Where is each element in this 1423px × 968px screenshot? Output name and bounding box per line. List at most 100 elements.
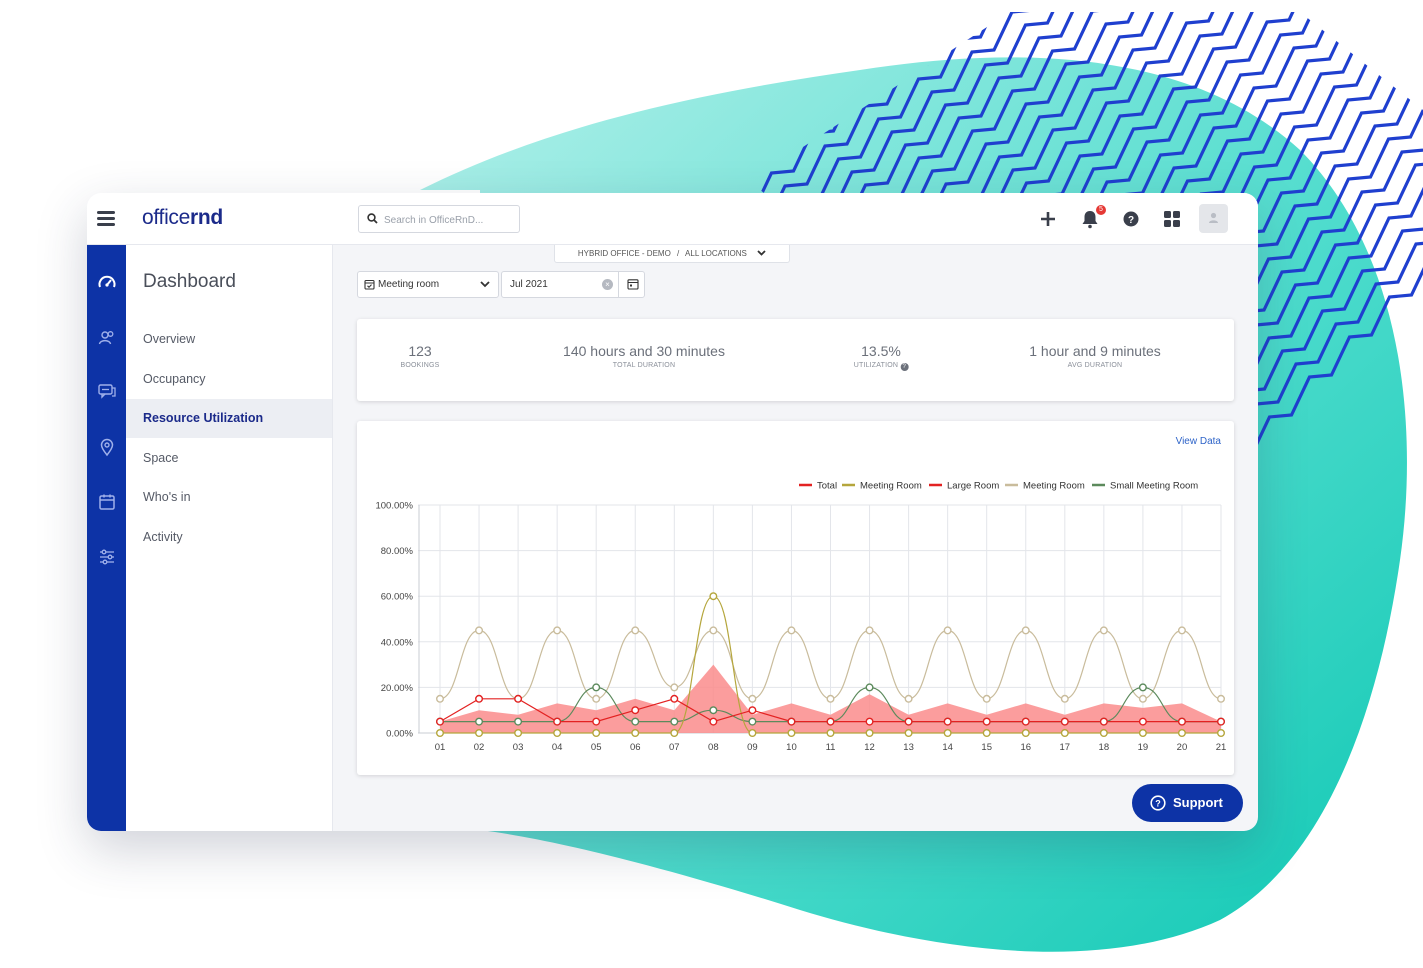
data-point — [670, 729, 679, 738]
help-icon[interactable]: ? — [1120, 208, 1142, 230]
calendar-icon[interactable] — [97, 492, 117, 512]
data-point — [904, 717, 913, 726]
data-point — [1138, 683, 1147, 692]
sidebar-item-label: Overview — [143, 332, 196, 346]
data-point — [748, 729, 757, 738]
sidebar-item-label: Who's in — [143, 490, 191, 504]
data-point — [435, 729, 444, 738]
help-icon[interactable]: ? — [900, 363, 909, 371]
data-point — [787, 717, 796, 726]
open-calendar-button[interactable] — [618, 271, 646, 298]
stat-value: 13.5% — [861, 343, 901, 359]
data-point — [1021, 729, 1030, 738]
stat-total-duration: 140 hours and 30 minutes TOTAL DURATION — [563, 343, 725, 369]
x-tick-label: 09 — [747, 742, 758, 753]
x-tick-label: 21 — [1216, 742, 1227, 753]
sidebar-item-activity[interactable]: Activity — [126, 518, 332, 557]
data-point — [631, 626, 640, 635]
data-point — [514, 729, 523, 738]
zigzag-line — [760, 12, 1187, 575]
apps-icon[interactable] — [1161, 208, 1183, 230]
data-point — [592, 694, 601, 703]
data-point — [982, 729, 991, 738]
sidebar-item-space[interactable]: Space — [126, 439, 332, 478]
top-bar: officernd 5 ? — [87, 193, 1258, 245]
data-point — [865, 683, 874, 692]
stats-summary: 123 BOOKINGS 140 hours and 30 minutes TO… — [357, 319, 1234, 401]
data-point — [1021, 717, 1030, 726]
x-tick-label: 12 — [864, 742, 875, 753]
location-scope: ALL LOCATIONS — [685, 249, 747, 258]
members-icon[interactable] — [97, 328, 117, 348]
search-input[interactable] — [384, 210, 514, 230]
settings-sliders-icon[interactable] — [97, 547, 117, 567]
resource-type-select[interactable]: Meeting room — [357, 271, 499, 298]
data-point — [475, 626, 484, 635]
location-selector[interactable]: HYBRID OFFICE - DEMO / ALL LOCATIONS — [554, 245, 790, 263]
search-box[interactable] — [358, 205, 520, 233]
data-point — [435, 694, 444, 703]
support-button[interactable]: ? Support — [1132, 784, 1243, 822]
data-point — [475, 694, 484, 703]
y-tick-label: 40.00% — [381, 637, 414, 648]
stat-label: BOOKINGS — [400, 362, 440, 369]
data-point — [1099, 729, 1108, 738]
data-point — [1060, 717, 1069, 726]
sidebar-item-resource-utilization[interactable]: Resource Utilization — [126, 399, 332, 438]
data-point — [865, 626, 874, 635]
data-point — [1177, 729, 1186, 738]
clear-icon[interactable]: × — [602, 279, 613, 290]
data-point — [982, 694, 991, 703]
sidebar-item-whos-in[interactable]: Who's in — [126, 478, 332, 517]
x-tick-label: 15 — [981, 742, 992, 753]
data-point — [592, 683, 601, 692]
view-data-link[interactable]: View Data — [1175, 436, 1221, 447]
data-point — [670, 717, 679, 726]
data-point — [904, 694, 913, 703]
data-point — [904, 729, 913, 738]
stat-value: 123 — [408, 343, 432, 359]
section-sidebar: Dashboard Overview Occupancy Resource Ut… — [126, 245, 333, 831]
menu-icon[interactable] — [97, 209, 117, 227]
x-tick-label: 17 — [1060, 742, 1071, 753]
stat-avg-duration: 1 hour and 9 minutes AVG DURATION — [1029, 343, 1161, 369]
data-point — [787, 729, 796, 738]
x-tick-label: 16 — [1020, 742, 1031, 753]
data-point — [826, 729, 835, 738]
data-point — [631, 706, 640, 715]
series-total-area — [440, 664, 1221, 733]
y-tick-label: 100.00% — [375, 501, 413, 512]
month-picker[interactable]: Jul 2021 × — [501, 271, 645, 298]
x-tick-label: 08 — [708, 742, 719, 753]
office-name: HYBRID OFFICE - DEMO — [577, 249, 671, 258]
data-point — [748, 717, 757, 726]
data-point — [631, 729, 640, 738]
sidebar-item-overview[interactable]: Overview — [126, 320, 332, 359]
user-avatar[interactable] — [1199, 204, 1228, 233]
data-point — [1177, 717, 1186, 726]
data-point — [1060, 729, 1069, 738]
x-tick-label: 04 — [552, 742, 563, 753]
stat-bookings: 123 BOOKINGS — [401, 343, 440, 369]
bell-icon[interactable] — [1079, 208, 1101, 230]
svg-text:?: ? — [1155, 799, 1161, 809]
app-logo[interactable]: officernd — [142, 206, 223, 230]
data-point — [709, 592, 718, 601]
data-point — [631, 717, 640, 726]
sidebar-item-label: Space — [143, 451, 179, 465]
calendar-check-icon — [364, 279, 375, 290]
data-point — [865, 717, 874, 726]
data-point — [1217, 729, 1226, 738]
plus-icon[interactable] — [1037, 208, 1059, 230]
data-point — [709, 706, 718, 715]
user-icon — [1209, 212, 1218, 223]
data-point — [435, 717, 444, 726]
month-value: Jul 2021 — [510, 279, 548, 290]
messages-icon[interactable] — [97, 382, 117, 402]
stat-value: 140 hours and 30 minutes — [563, 343, 725, 359]
sidebar-item-occupancy[interactable]: Occupancy — [126, 360, 332, 399]
resource-type-value: Meeting room — [378, 279, 440, 290]
data-point — [748, 694, 757, 703]
location-pin-icon[interactable] — [97, 437, 117, 457]
dashboard-icon[interactable] — [97, 273, 117, 293]
